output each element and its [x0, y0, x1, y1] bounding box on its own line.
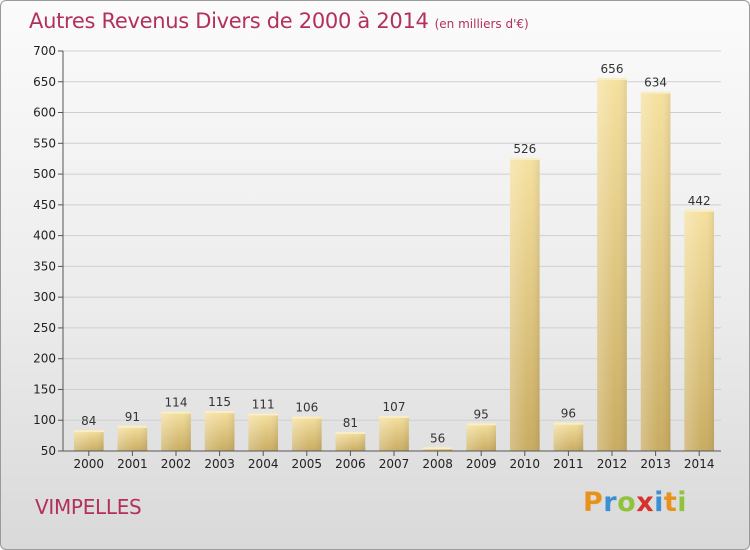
- logo-letter: i: [677, 487, 688, 518]
- y-tick-label: 300: [33, 290, 56, 304]
- bar-shade: [379, 415, 409, 451]
- bar-shade: [117, 425, 148, 451]
- y-tick-label: 600: [33, 106, 56, 120]
- bar-highlight: [553, 422, 584, 425]
- logo-letter: t: [663, 487, 678, 518]
- bar-highlight: [117, 425, 148, 428]
- bar-shade: [509, 158, 540, 452]
- y-tick-label: 150: [33, 382, 56, 396]
- bar-shade: [73, 430, 104, 451]
- bar-highlight: [684, 209, 715, 212]
- x-tick-label: 2014: [684, 457, 715, 471]
- y-tick-label: 200: [33, 352, 56, 366]
- x-tick-label: 2011: [553, 457, 584, 471]
- bar-highlight: [248, 413, 279, 416]
- x-tick-label: 2002: [161, 457, 192, 471]
- bar-highlight: [422, 447, 453, 450]
- y-axis: 50 100 150 200 250 300 350 400 450 500 550 600 650 70…: [33, 44, 64, 458]
- y-tick-label: 250: [33, 321, 56, 335]
- value-label: 84: [81, 414, 96, 428]
- value-label: 111: [252, 397, 275, 411]
- bar-shade: [684, 209, 715, 451]
- y-tick-label: 500: [33, 167, 56, 181]
- y-tick-label: 100: [33, 413, 56, 427]
- chart-title: Autres Revenus Divers de 2000 à 2014: [29, 9, 429, 33]
- bar-highlight: [204, 411, 235, 413]
- value-label: 95: [474, 407, 489, 421]
- value-label: 634: [644, 76, 667, 90]
- value-label: 106: [295, 401, 318, 415]
- logo-letter: x: [636, 487, 655, 518]
- chart-title-block: Autres Revenus Divers de 2000 à 2014 (en …: [29, 9, 529, 33]
- y-tick-label: 400: [33, 229, 56, 243]
- value-label: 96: [561, 407, 576, 421]
- bars: 84 91 114 115 111 106 81 107 56 95 526 96 656 634 442: [73, 62, 715, 452]
- bar-highlight: [73, 430, 104, 433]
- logo-letter: o: [617, 487, 637, 518]
- bar-shade: [553, 422, 584, 451]
- value-label: 114: [165, 396, 188, 410]
- x-tick-label: 2012: [597, 457, 628, 471]
- bar-highlight: [640, 91, 671, 94]
- bar-highlight: [335, 431, 366, 434]
- proxiti-logo: Proxiti: [583, 487, 687, 518]
- x-tick-label: 2013: [640, 457, 671, 471]
- value-label: 656: [601, 62, 624, 76]
- bar-shade: [161, 411, 191, 451]
- logo-letter: i: [654, 487, 664, 518]
- x-tick-label: 2010: [510, 457, 541, 471]
- value-label: 91: [125, 410, 140, 424]
- logo-letter: r: [603, 487, 618, 518]
- bar-highlight: [597, 78, 627, 81]
- x-tick-label: 2001: [117, 457, 148, 471]
- x-axis: 2000 2001 2002 2003 2004 2005 2006 2007 2008 2009…: [63, 450, 721, 471]
- y-tick-label: 350: [33, 259, 56, 273]
- bar-shade: [335, 431, 366, 451]
- x-tick-label: 2000: [74, 457, 105, 471]
- y-tick-label: 700: [33, 44, 56, 58]
- x-tick-label: 2004: [248, 457, 279, 471]
- bar-highlight: [379, 415, 409, 418]
- value-label: 115: [208, 395, 231, 409]
- bar-shade: [248, 413, 279, 451]
- y-tick-label: 450: [33, 198, 56, 212]
- bar-highlight: [291, 416, 322, 419]
- value-label: 526: [513, 142, 536, 156]
- x-tick-label: 2009: [466, 457, 497, 471]
- x-tick-label: 2008: [422, 457, 453, 471]
- y-tick-label: 50: [41, 444, 56, 458]
- value-label: 442: [688, 194, 711, 208]
- bar-shade: [204, 411, 235, 451]
- bar-shade: [291, 416, 322, 451]
- logo-letter: P: [583, 487, 604, 518]
- y-tick-label: 550: [33, 136, 56, 150]
- x-tick-label: 2005: [292, 457, 323, 471]
- value-label: 56: [430, 431, 445, 445]
- bar-highlight: [509, 158, 540, 161]
- x-tick-label: 2003: [204, 457, 235, 471]
- bar-shade: [466, 423, 497, 451]
- commune-name: VIMPELLES: [35, 495, 142, 519]
- chart-subtitle: (en milliers d'€): [434, 17, 529, 31]
- bar-shade: [640, 91, 671, 451]
- x-tick-label: 2006: [335, 457, 366, 471]
- x-tick-label: 2007: [379, 457, 410, 471]
- value-label: 81: [343, 416, 358, 430]
- bar-highlight: [161, 411, 191, 414]
- y-tick-label: 650: [33, 75, 56, 89]
- bar-shade: [597, 78, 627, 452]
- value-label: 107: [383, 400, 406, 414]
- bar-highlight: [466, 423, 497, 426]
